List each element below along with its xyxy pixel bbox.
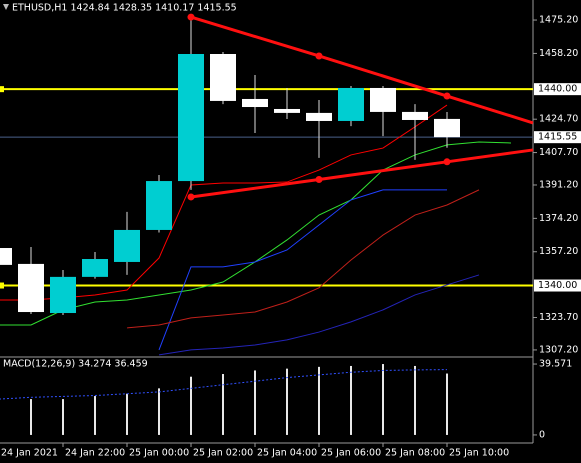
candle-body [338, 87, 364, 121]
y-tick-label: 39.571 [539, 359, 572, 370]
trend-point [443, 158, 451, 166]
trend-point [315, 175, 323, 183]
y-tick-label: 1307.20 [539, 344, 578, 355]
candle-body [274, 108, 300, 113]
level-label-box [534, 131, 581, 144]
candle-body [402, 111, 428, 120]
candle-body [434, 118, 460, 138]
level-label-box [534, 83, 581, 96]
candle-body [370, 87, 396, 112]
candle-body [114, 229, 140, 262]
candle-body [306, 112, 332, 121]
x-tick-label: 25 Jan 02:00 [193, 448, 253, 459]
trend-point [443, 92, 451, 100]
level-label: 1440.00 [538, 84, 577, 95]
x-tick-label: 25 Jan 10:00 [449, 448, 509, 459]
level-handle [0, 282, 4, 289]
level-label-box [534, 279, 581, 292]
x-tick-label: 25 Jan 06:00 [321, 448, 381, 459]
trend-line-ray [446, 148, 534, 164]
moving-average [0, 141, 512, 326]
x-tick-label: 25 Jan 08:00 [385, 448, 445, 459]
y-tick-label: 1475.20 [539, 15, 578, 26]
chart-title: ETHUSD,H1 1424.84 1428.35 1410.17 1415.5… [12, 3, 237, 14]
y-tick-label: 1357.20 [539, 246, 578, 257]
candle-body [82, 259, 108, 277]
y-tick-label: 0 [539, 429, 545, 440]
trend-point [187, 193, 195, 201]
y-tick-label: 1391.20 [539, 179, 578, 190]
candle-body [242, 98, 268, 108]
signal-line [0, 369, 448, 400]
title-icon [3, 4, 9, 10]
moving-average [158, 274, 480, 356]
trend-line-ray [446, 94, 534, 125]
trend-point [315, 52, 323, 60]
candle-body [146, 181, 172, 230]
trend-point [187, 13, 195, 21]
y-tick-label: 1407.70 [539, 147, 578, 158]
x-tick-label: 24 Jan 22:00 [65, 448, 125, 459]
candle-body [18, 263, 44, 313]
moving-average [0, 104, 448, 301]
y-tick-label: 1458.20 [539, 48, 578, 59]
level-handle [0, 86, 4, 93]
candle-body [210, 54, 236, 101]
x-tick-label: 24 Jan 2021 [1, 448, 58, 459]
y-tick-label: 1323.70 [539, 312, 578, 323]
level-label: 1340.00 [538, 280, 577, 291]
candle-body [0, 248, 12, 265]
moving-average [126, 189, 480, 329]
candle-body [178, 54, 204, 182]
plot-area [0, 13, 534, 435]
y-tick-label: 1374.20 [539, 213, 578, 224]
level-label: 1415.55 [538, 132, 577, 143]
y-tick-label: 1424.70 [539, 114, 578, 125]
moving-average [158, 189, 447, 351]
x-tick-label: 25 Jan 00:00 [129, 448, 189, 459]
x-tick-label: 25 Jan 04:00 [257, 448, 317, 459]
indicator-title: MACD(12,26,9) 34.274 36.459 [3, 359, 148, 370]
candle-body [50, 276, 76, 314]
